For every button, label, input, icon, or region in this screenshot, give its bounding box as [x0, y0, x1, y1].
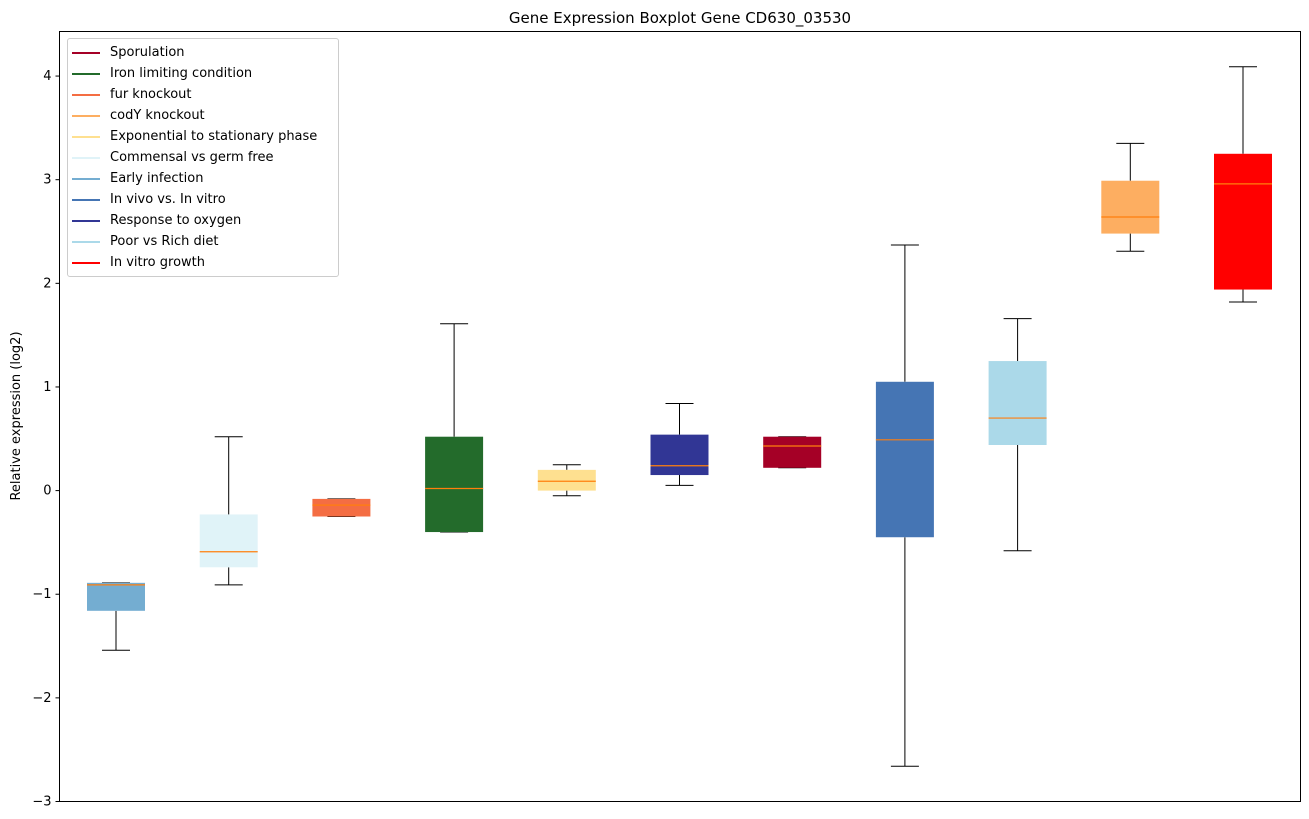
legend-item: Iron limiting condition: [68, 63, 338, 84]
legend-item: fur knockout: [68, 84, 338, 105]
legend-swatch: [72, 114, 100, 117]
y-tick-label: −3: [32, 795, 51, 810]
box-in-vitro-growth: [1214, 153, 1272, 290]
legend-item: Sporulation: [68, 42, 338, 63]
plot-frame: [59, 31, 1301, 802]
y-axis-label: Relative expression (log2): [9, 331, 24, 500]
legend: Sporulation Iron limiting condition fur kn…: [67, 38, 339, 277]
box-fur-knockout: [312, 498, 371, 517]
box-exponential-to-stationary-phase: [537, 469, 596, 491]
legend-swatch: [72, 156, 100, 159]
legend-swatch: [72, 135, 100, 138]
y-tick-label: 1: [43, 380, 51, 395]
legend-item: Poor vs Rich diet: [68, 231, 338, 252]
legend-swatch: [72, 198, 100, 201]
legend-swatch: [72, 261, 100, 264]
y-tick-label: −1: [32, 587, 51, 602]
y-tick-label: 2: [43, 276, 51, 291]
legend-item: In vivo vs. In vitro: [68, 189, 338, 210]
chart-title: Gene Expression Boxplot Gene CD630_03530: [509, 9, 851, 28]
legend-swatch: [72, 177, 100, 180]
legend-item: Commensal vs germ free: [68, 147, 338, 168]
y-tick-label: 0: [43, 484, 51, 499]
box-in-vivo-vs-in-vitro: [875, 381, 934, 538]
legend-label: fur knockout: [110, 87, 192, 102]
y-tick-label: −2: [32, 691, 51, 706]
legend-swatch: [72, 51, 100, 54]
legend-swatch: [72, 93, 100, 96]
legend-label: In vivo vs. In vitro: [110, 192, 226, 207]
box-poor-vs-rich-diet: [988, 361, 1047, 445]
legend-label: Exponential to stationary phase: [110, 129, 318, 144]
legend-label: Early infection: [110, 171, 204, 186]
y-tick-label: 4: [43, 69, 51, 84]
legend-label: Sporulation: [110, 45, 185, 60]
box-cody-knockout: [1101, 180, 1160, 234]
legend-label: Poor vs Rich diet: [110, 234, 219, 249]
box-early-infection: [87, 582, 145, 611]
legend-label: Iron limiting condition: [110, 66, 253, 81]
legend-item: Early infection: [68, 168, 338, 189]
y-tick-label: 3: [43, 173, 51, 188]
legend-item: In vitro growth: [68, 252, 338, 273]
legend-label: codY knockout: [110, 108, 205, 123]
legend-swatch: [72, 72, 100, 75]
legend-label: Response to oxygen: [110, 213, 242, 228]
legend-swatch: [72, 219, 100, 222]
box-commensal-vs-germ-free: [199, 514, 258, 568]
legend-item: Exponential to stationary phase: [68, 126, 338, 147]
box-iron-limiting-condition: [425, 436, 484, 533]
legend-label: In vitro growth: [110, 255, 205, 270]
legend-swatch: [72, 240, 100, 243]
box-response-to-oxygen: [650, 434, 709, 476]
legend-item: Response to oxygen: [68, 210, 338, 231]
legend-label: Commensal vs germ free: [110, 150, 274, 165]
legend-item: codY knockout: [68, 105, 338, 126]
box-sporulation: [763, 436, 822, 468]
